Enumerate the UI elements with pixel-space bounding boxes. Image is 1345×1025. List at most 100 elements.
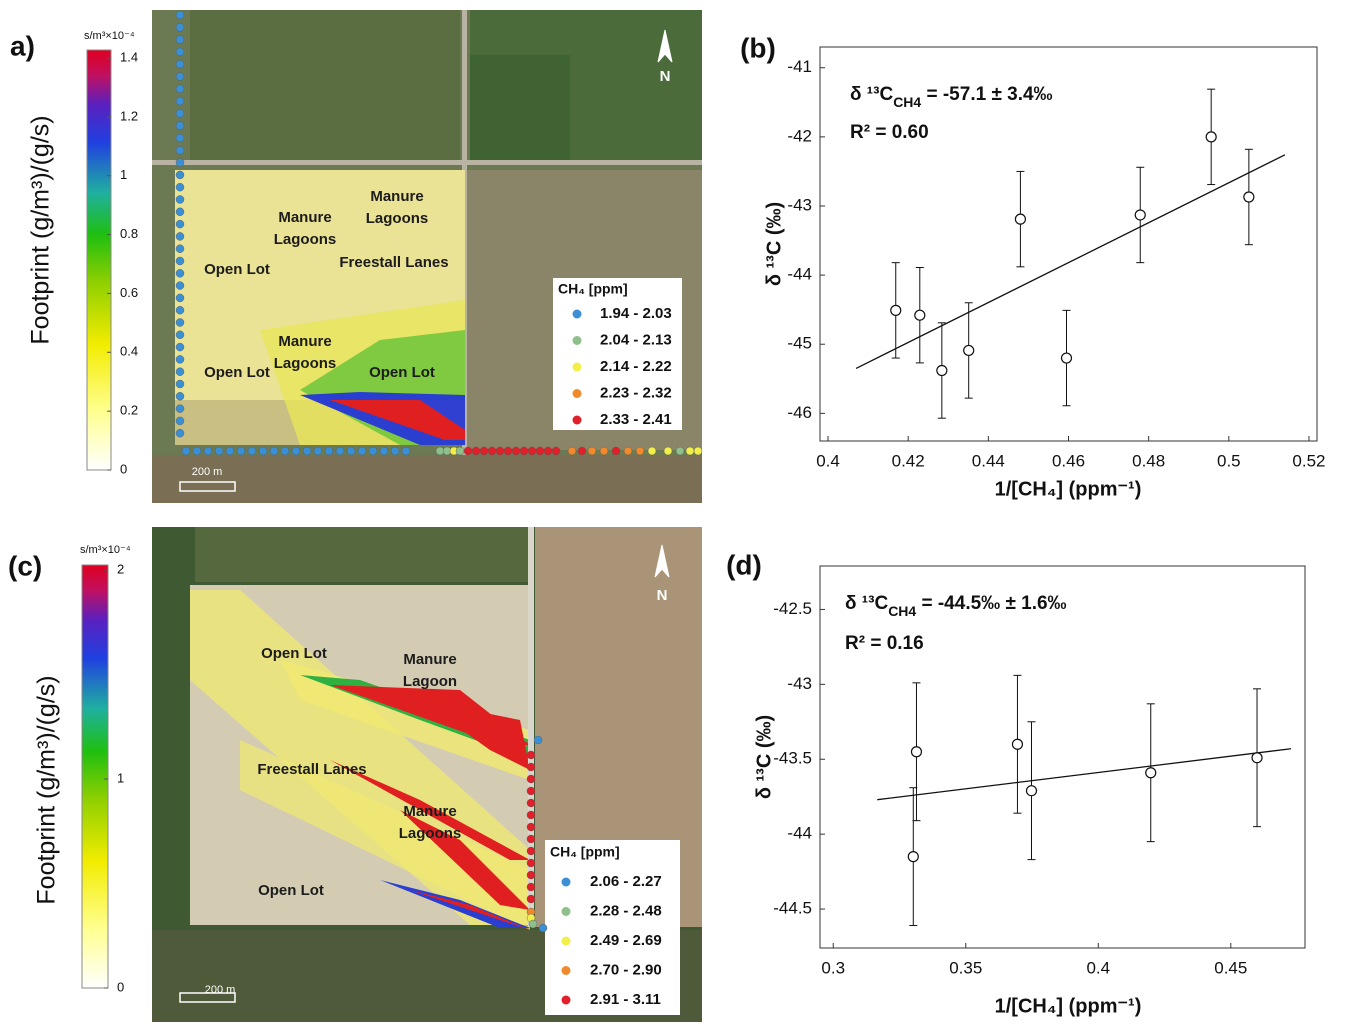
sample-point: [175, 146, 185, 155]
sample-point: [526, 894, 536, 904]
colorbar-tick-label: 0.2: [120, 403, 138, 418]
sample-point: [503, 446, 513, 456]
legend-swatch: [572, 389, 582, 398]
sample-point: [526, 882, 536, 892]
legend-box: [553, 278, 682, 430]
x-tick-label: 0.46: [1052, 451, 1085, 470]
sample-point: [175, 256, 185, 266]
error-bar: [1014, 170, 1027, 268]
sample-point: [526, 810, 536, 820]
point: [1011, 738, 1024, 750]
sample-point: [526, 834, 536, 844]
point: [1014, 213, 1027, 225]
sample-point: [455, 446, 465, 456]
error-bar: [1145, 703, 1157, 843]
sample-point: [175, 158, 185, 167]
point: [1251, 752, 1263, 764]
sample-point: [175, 35, 185, 44]
colorbar-tick-label: 1.4: [120, 49, 138, 64]
sample-point: [175, 207, 185, 217]
sample-point: [175, 416, 185, 426]
map-label: Lagoons: [274, 231, 337, 248]
sample-point: [247, 446, 257, 456]
sample-point: [258, 446, 268, 456]
sample-point: [175, 96, 185, 106]
axes-frame: [819, 565, 1306, 949]
sample-point: [175, 281, 185, 290]
sample-point: [175, 121, 185, 130]
sample-point: [533, 735, 543, 745]
sample-point: [487, 446, 497, 456]
sample-point: [175, 429, 185, 438]
legend-label: 2.91 - 3.11: [590, 991, 661, 1008]
sample-point: [511, 446, 521, 456]
sample-point: [175, 232, 185, 241]
sample-point: [693, 446, 703, 456]
sample-point: [175, 330, 185, 339]
sample-point: [587, 446, 597, 456]
sample-point: [526, 762, 536, 772]
sample-point: [175, 133, 185, 143]
colorbar-label: Footprint (g/m³)/(g/s): [27, 115, 55, 344]
sample-point: [335, 446, 345, 456]
sample-point: [192, 446, 202, 456]
panel-label: a): [10, 30, 35, 61]
map-label: Manure: [370, 188, 423, 205]
fit-line: [877, 748, 1292, 801]
legend-label: 2.14 - 2.22: [600, 358, 672, 375]
sample-point: [538, 923, 548, 933]
point: [1060, 352, 1073, 364]
legend-label: 2.49 - 2.69: [590, 932, 662, 949]
sample-point: [527, 446, 537, 456]
map-label: Manure: [403, 651, 456, 668]
sample-point: [435, 446, 445, 456]
map-label: Lagoons: [274, 355, 337, 372]
annotation-text: δ ¹³C: [845, 593, 888, 614]
sample-point: [175, 293, 185, 303]
map-label: Lagoons: [366, 210, 429, 227]
legend-swatch: [561, 995, 571, 1005]
sample-point: [236, 446, 246, 456]
legend-swatch: [572, 415, 582, 425]
point: [1205, 131, 1217, 143]
x-axis-label: 1/[CH₄] (ppm⁻¹): [995, 478, 1142, 500]
legend-swatch: [561, 877, 571, 887]
legend-label: 2.23 - 2.32: [600, 384, 672, 401]
legend-label: 2.70 - 2.90: [590, 961, 662, 978]
x-axis-label: 1/[CH₄] (ppm⁻¹): [995, 995, 1142, 1017]
colorbar-tick-label: 0: [117, 979, 124, 994]
y-tick-label: -45: [787, 334, 812, 353]
x-tick-label: 0.35: [949, 958, 982, 977]
sample-point: [175, 355, 185, 364]
scale-label: 200 m: [192, 466, 223, 478]
map-label: Open Lot: [369, 364, 435, 381]
colorbar-tick-label: 0: [120, 461, 127, 476]
error-bar: [963, 302, 975, 399]
sample-point: [324, 446, 334, 456]
map-label: Lagoons: [399, 825, 462, 842]
error-bar: [936, 322, 948, 419]
point: [1243, 191, 1255, 203]
map-image-c: [152, 527, 702, 1022]
point: [963, 344, 975, 357]
colorbar-unit: s/m³×10⁻⁴: [80, 544, 131, 556]
r-squared: R² = 0.16: [845, 633, 924, 654]
map-label: Open Lot: [258, 882, 324, 899]
map-label: Open Lot: [204, 364, 270, 381]
y-tick-label: -43: [787, 674, 812, 693]
colorbar-tick-label: 2: [117, 561, 124, 576]
error-bar: [1025, 721, 1038, 861]
sample-point: [225, 446, 235, 456]
point: [890, 304, 902, 316]
sample-point: [611, 446, 621, 456]
map-label: Manure: [278, 209, 331, 226]
sample-point: [313, 446, 323, 456]
colorbar-tick-label: 1.2: [120, 108, 138, 123]
x-tick-label: 0.3: [821, 958, 845, 977]
sample-point: [526, 750, 536, 760]
x-tick-label: 0.4: [1086, 958, 1110, 977]
sample-point: [526, 822, 536, 832]
error-bar: [1011, 674, 1024, 814]
x-tick-label: 0.44: [972, 451, 1005, 470]
point: [1145, 767, 1157, 779]
